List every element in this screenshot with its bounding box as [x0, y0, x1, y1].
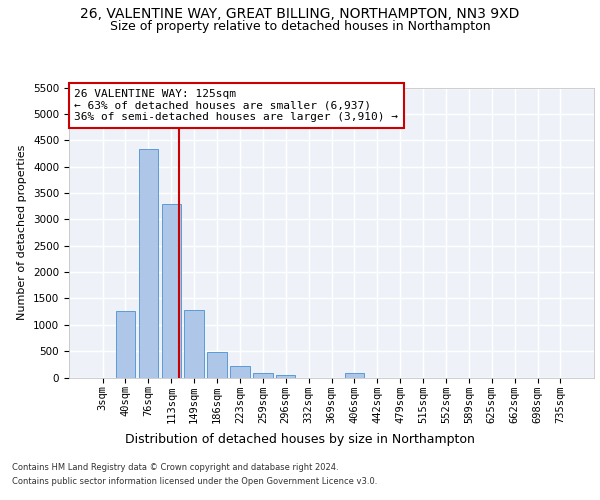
Text: 26 VALENTINE WAY: 125sqm
← 63% of detached houses are smaller (6,937)
36% of sem: 26 VALENTINE WAY: 125sqm ← 63% of detach… [74, 89, 398, 122]
Bar [230, 366, 250, 378]
Bar [208, 352, 227, 378]
Text: Size of property relative to detached houses in Northampton: Size of property relative to detached ho… [110, 20, 490, 33]
Text: Contains HM Land Registry data © Crown copyright and database right 2024.: Contains HM Land Registry data © Crown c… [12, 464, 338, 472]
Text: 26, VALENTINE WAY, GREAT BILLING, NORTHAMPTON, NN3 9XD: 26, VALENTINE WAY, GREAT BILLING, NORTHA… [80, 8, 520, 22]
Y-axis label: Number of detached properties: Number of detached properties [17, 145, 28, 320]
Bar [116, 312, 135, 378]
Bar [276, 375, 295, 378]
Bar [344, 373, 364, 378]
Bar [184, 310, 204, 378]
Bar [139, 148, 158, 378]
Bar [161, 204, 181, 378]
Text: Contains public sector information licensed under the Open Government Licence v3: Contains public sector information licen… [12, 477, 377, 486]
Text: Distribution of detached houses by size in Northampton: Distribution of detached houses by size … [125, 432, 475, 446]
Bar [253, 373, 272, 378]
